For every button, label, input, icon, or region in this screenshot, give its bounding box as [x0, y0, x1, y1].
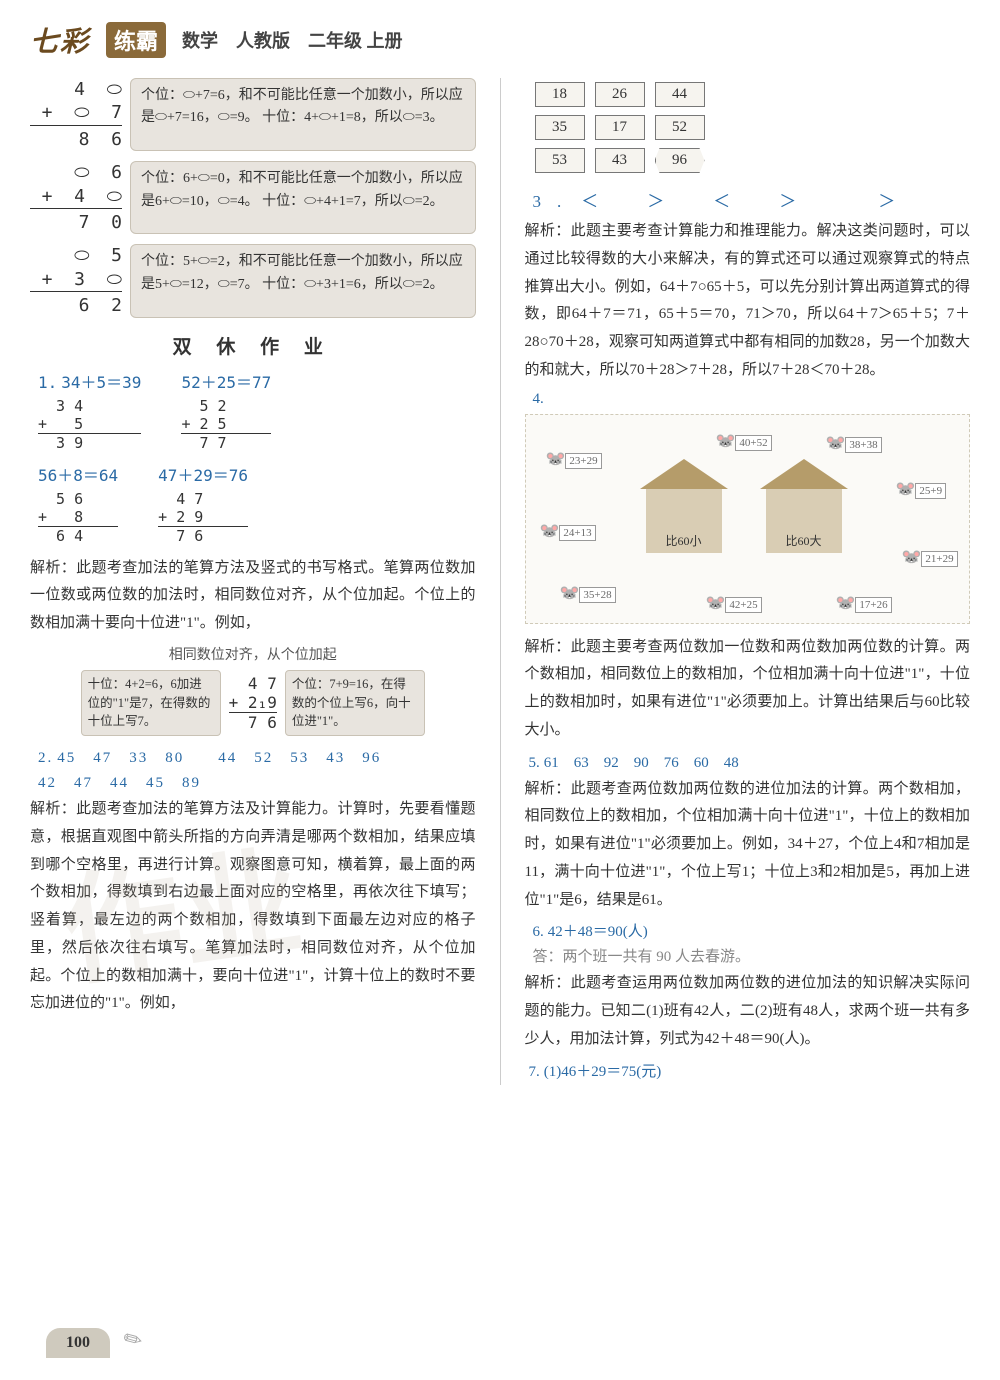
page-number: 100 — [46, 1328, 110, 1358]
q7-line: 7.(1)46＋29＝75(元) — [529, 1060, 971, 1081]
explain-block-3: ⬭ 5 + 3 ⬭ 6 2 个位：5+⬭=2，和不可能比任意一个加数小，所以应是… — [30, 244, 476, 317]
gbox-2-0: 53 — [535, 148, 585, 173]
right-column: 18 26 44 35 17 52 53 43 96 3.＜ ＞ ＜ ＞ ＞ 解… — [525, 78, 971, 1085]
explain-block-2: ⬭ 6 + 4 ⬭ 7 0 个位：6+⬭=0，和不可能比任意一个加数小，所以应是… — [30, 161, 476, 234]
pencil-icon: ✎ — [118, 1324, 147, 1356]
q1-prob-2: 52＋25＝77 5 2 + 2 5 7 7 — [181, 369, 271, 452]
q4-analysis: 解析：此题主要考查两位数加一位数和两位数加两位数的计算。两个数相加，相同数位上的… — [525, 634, 971, 745]
gbox-0-0: 18 — [535, 82, 585, 107]
q5-analysis: 解析：此题考查两位数加两位数的进位加法的计算。两个数相加，相同数位上的数相加，个… — [525, 776, 971, 915]
left-column: 4 ⬭ + ⬭ 7 8 6 个位：⬭+7=6，和不可能比任意一个加数小，所以应是… — [30, 78, 476, 1085]
q1-prob-1: 1.34＋5＝39 3 4 + 5 3 9 — [38, 369, 141, 452]
anno-diagram: 十位：4+2=6，6加进位的"1"是7，在得数的十位上写7。 4 7 + 2₁9… — [30, 670, 476, 736]
anno-caption: 相同数位对齐，从个位加起 — [30, 644, 476, 664]
explain-text-2: 个位：6+⬭=0，和不可能比任意一个加数小，所以应是6+⬭=10，⬭=4。 十位… — [130, 161, 476, 234]
explain-text-3: 个位：5+⬭=2，和不可能比任意一个加数小，所以应是5+⬭=12，⬭=7。 十位… — [130, 244, 476, 317]
q1-row1: 1.34＋5＝39 3 4 + 5 3 9 52＋25＝77 5 2 + 2 5… — [30, 369, 476, 452]
anno-left: 十位：4+2=6，6加进位的"1"是7，在得数的十位上写7。 — [81, 670, 221, 736]
mouse-tag: 🐭42+25 — [706, 593, 762, 613]
q6-eq: 6.42＋48＝90(人) — [533, 920, 971, 941]
q1-prob-3: 56＋8＝64 5 6 + 8 6 4 — [38, 462, 118, 545]
gbox-0-1: 26 — [595, 82, 645, 107]
q3-symbols: 3.＜ ＞ ＜ ＞ ＞ — [533, 187, 971, 212]
q5-values: 5.61 63 92 90 76 60 48 — [529, 751, 971, 772]
page-footer: 100 ✎ — [46, 1327, 142, 1358]
gbox-0-2: 44 — [655, 82, 705, 107]
q1-row2: 56＋8＝64 5 6 + 8 6 4 47＋29＝76 4 7 + 2 9 7… — [30, 462, 476, 545]
logo-prefix: 七彩 — [30, 20, 90, 60]
q4-num: 4. — [533, 391, 971, 408]
q1-analysis: 解析：此题考查加法的笔算方法及竖式的书写格式。笔算两位数加一位数或两位数的加法时… — [30, 555, 476, 638]
mouse-tag: 🐭17+26 — [836, 593, 892, 613]
page-header: 七彩 练霸 数学 人教版 二年级 上册 — [30, 20, 970, 60]
numberapes-grid: 18 26 44 35 17 52 53 43 96 — [535, 82, 971, 173]
gbox-1-2: 52 — [655, 115, 705, 140]
mouse-tag: 🐭23+29 — [546, 449, 602, 469]
gbox-1-0: 35 — [535, 115, 585, 140]
mouse-tag: 🐭38+38 — [826, 433, 882, 453]
vertical-add-1: 4 ⬭ + ⬭ 7 8 6 — [30, 78, 130, 151]
mouse-tag: 🐭35+28 — [560, 583, 616, 603]
q3-analysis: 解析：此题主要考查计算能力和推理能力。解决这类问题时，可以通过比较得数的大小来解… — [525, 218, 971, 385]
section-title: 双 休 作 业 — [30, 332, 476, 359]
mouse-tag: 🐭25+9 — [896, 479, 947, 499]
gbox-2-1: 43 — [595, 148, 645, 173]
q2-analysis: 解析：此题考查加法的笔算方法及计算能力。计算时，先要看懂题意，根据直观图中箭头所… — [30, 796, 476, 1018]
column-divider — [500, 78, 501, 1085]
explain-text-1: 个位：⬭+7=6，和不可能比任意一个加数小，所以应是⬭+7=16，⬭=9。 十位… — [130, 78, 476, 151]
vertical-add-2: ⬭ 6 + 4 ⬭ 7 0 — [30, 161, 130, 234]
anno-right: 个位：7+9=16，在得数的个位上写6，向十位进"1"。 — [285, 670, 425, 736]
logo-badge: 练霸 — [106, 22, 166, 58]
q2-row2: 42 47 44 45 89 — [38, 771, 476, 792]
book-subtitle: 数学 人教版 二年级 上册 — [182, 27, 403, 53]
mouse-tag: 🐭24+13 — [540, 521, 596, 541]
q4-scene: 比60小 比60大 🐭23+29 🐭40+52 🐭38+38 🐭24+13 🐭25+9 🐭… — [525, 414, 971, 624]
anno-mid: 4 7 + 2₁9 7 6 — [229, 674, 277, 732]
q6-answer: 答：两个班一共有 90 人去春游。 — [533, 945, 971, 966]
house-big: 比60大 — [766, 489, 842, 553]
mouse-tag: 🐭40+52 — [716, 431, 772, 451]
q6-analysis: 解析：此题考查运用两位数加两位数的进位加法的知识解决实际问题的能力。已知二(1)… — [525, 970, 971, 1053]
mouse-tag: 🐭21+29 — [902, 547, 958, 567]
gbox-1-1: 17 — [595, 115, 645, 140]
explain-block-1: 4 ⬭ + ⬭ 7 8 6 个位：⬭+7=6，和不可能比任意一个加数小，所以应是… — [30, 78, 476, 151]
two-column-layout: 4 ⬭ + ⬭ 7 8 6 个位：⬭+7=6，和不可能比任意一个加数小，所以应是… — [30, 78, 970, 1085]
gbox-2-2: 96 — [655, 148, 705, 173]
q1-prob-4: 47＋29＝76 4 7 + 2 9 7 6 — [158, 462, 248, 545]
vertical-add-3: ⬭ 5 + 3 ⬭ 6 2 — [30, 244, 130, 317]
q2-row1: 2.45 47 33 80 44 52 53 43 96 — [38, 746, 476, 767]
house-small: 比60小 — [646, 489, 722, 553]
